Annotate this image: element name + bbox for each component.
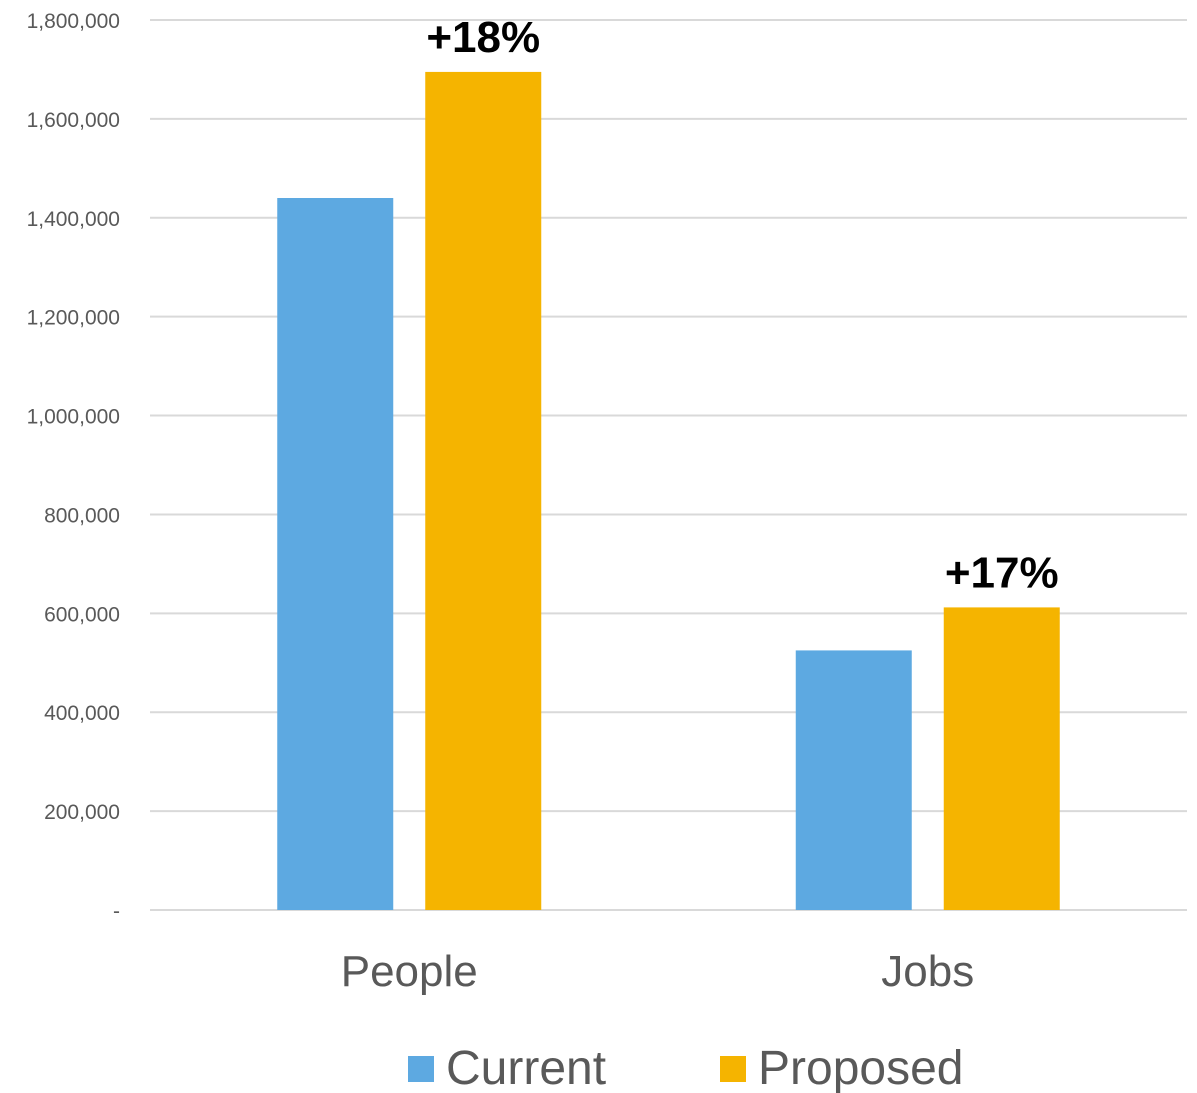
category-label: People bbox=[341, 947, 478, 996]
y-tick-label: 600,000 bbox=[44, 603, 120, 626]
y-tick-label: 1,200,000 bbox=[27, 307, 120, 330]
y-tick-label: 1,600,000 bbox=[27, 109, 120, 132]
data-labels: +18% +17% bbox=[426, 13, 1058, 597]
legend-label-proposed: Proposed bbox=[758, 1042, 963, 1093]
bars bbox=[277, 71, 1060, 910]
y-tick-label: 1,800,000 bbox=[27, 10, 120, 33]
y-tick-label: 200,000 bbox=[44, 801, 120, 824]
category-labels: People Jobs bbox=[341, 947, 974, 996]
y-axis-tick-labels: - 200,000 400,000 600,000 800,000 1,000,000 1,… bbox=[27, 10, 120, 923]
y-tick-label: 1,000,000 bbox=[27, 406, 120, 429]
bar-proposed-people bbox=[425, 71, 542, 910]
legend-label-current: Current bbox=[446, 1042, 606, 1093]
data-label: +18% bbox=[426, 13, 540, 62]
legend-swatch-proposed bbox=[720, 1056, 746, 1082]
y-tick-label: 1,400,000 bbox=[27, 208, 120, 231]
bar-current-jobs bbox=[795, 650, 912, 910]
bar-current-people bbox=[277, 198, 394, 910]
data-label: +17% bbox=[945, 548, 1059, 597]
bar-proposed-jobs bbox=[943, 607, 1060, 910]
y-tick-label: 400,000 bbox=[44, 702, 120, 725]
y-tick-label: 800,000 bbox=[44, 504, 120, 527]
y-tick-label: - bbox=[113, 900, 120, 923]
category-label: Jobs bbox=[881, 947, 974, 996]
legend-swatch-current bbox=[408, 1056, 434, 1082]
legend: Current Proposed bbox=[408, 1042, 963, 1093]
